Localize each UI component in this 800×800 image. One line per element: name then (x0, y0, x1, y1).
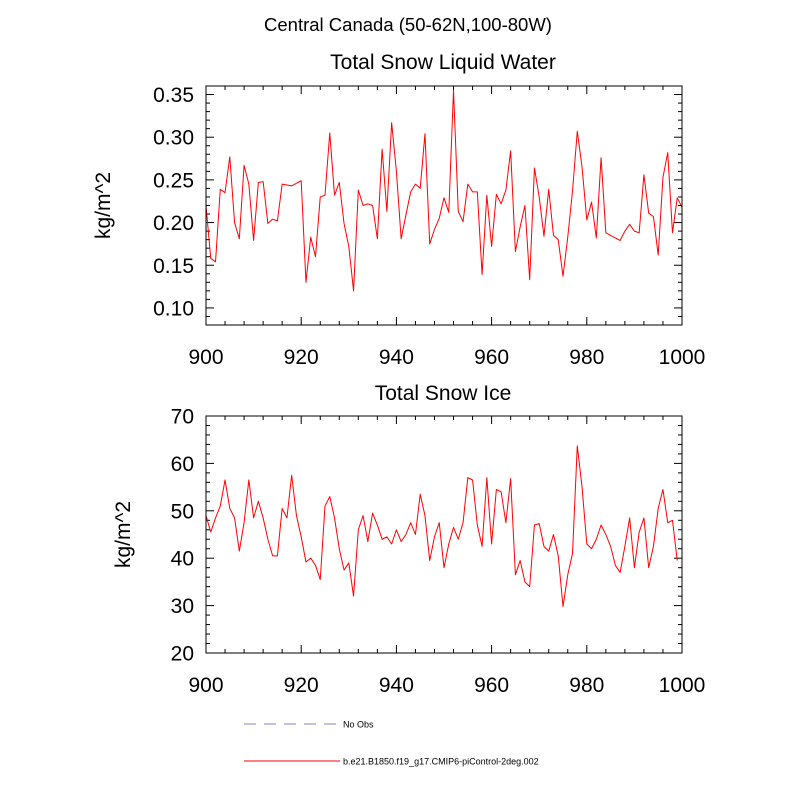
panel-snow-ice: Total Snow Ice kg/m^2 900 920 940 960 980 100… (112, 382, 705, 697)
y-tick-label: 60 (171, 453, 194, 476)
y-tick-label: 0.30 (153, 127, 194, 150)
plot-frame (205, 415, 683, 654)
figure-title: Central Canada (50-62N,100-80W) (264, 14, 552, 35)
legend-label-model: b.e21.B1850.f19_g17.CMIP6-piControl-2deg… (343, 757, 539, 767)
panel-title: Total Snow Liquid Water (330, 51, 556, 74)
x-tick-label: 960 (474, 346, 509, 369)
y-tick-label: 0.25 (153, 169, 194, 192)
y-tick-label: 70 (171, 406, 194, 429)
plot-area (205, 89, 683, 292)
legend-label-no-obs: No Obs (343, 720, 374, 730)
y-axis-label: kg/m^2 (92, 172, 115, 239)
y-tick-label: 0.35 (153, 84, 194, 107)
axis-ticks (205, 415, 683, 654)
y-tick-label: 0.20 (153, 212, 194, 235)
legend: No Obs b.e21.B1850.f19_g17.CMIP6-piContr… (244, 720, 539, 767)
x-tick-label: 920 (284, 674, 319, 697)
x-tick-label: 920 (284, 346, 319, 369)
x-tick-label: 980 (569, 674, 604, 697)
y-tick-label: 40 (171, 548, 194, 571)
y-tick-label: 20 (171, 643, 194, 666)
tick-labels: 900 920 940 960 980 1000 0.10 0.15 0.20 0.25 0.30 0… (153, 84, 705, 369)
y-axis-label: kg/m^2 (112, 501, 135, 568)
x-tick-label: 960 (474, 674, 509, 697)
series-line (205, 445, 678, 608)
panel-title: Total Snow Ice (375, 382, 512, 405)
y-tick-label: 50 (171, 500, 194, 523)
x-tick-label: 980 (569, 346, 604, 369)
y-tick-label: 30 (171, 595, 194, 618)
x-tick-label: 1000 (659, 346, 706, 369)
axis-ticks (205, 85, 683, 326)
panel-snow-liquid-water: Total Snow Liquid Water kg/m^2 900 920 940… (92, 51, 705, 369)
x-tick-label: 940 (379, 346, 414, 369)
x-tick-label: 900 (188, 674, 223, 697)
plot-area (205, 445, 678, 608)
x-tick-label: 900 (188, 346, 223, 369)
y-tick-label: 0.15 (153, 255, 194, 278)
x-tick-label: 1000 (659, 674, 706, 697)
x-tick-label: 940 (379, 674, 414, 697)
plot-frame (205, 85, 683, 326)
tick-labels: 900 920 940 960 980 1000 20 30 40 50 60 70 (171, 406, 706, 698)
y-tick-label: 0.10 (153, 297, 194, 320)
series-line (205, 89, 683, 292)
